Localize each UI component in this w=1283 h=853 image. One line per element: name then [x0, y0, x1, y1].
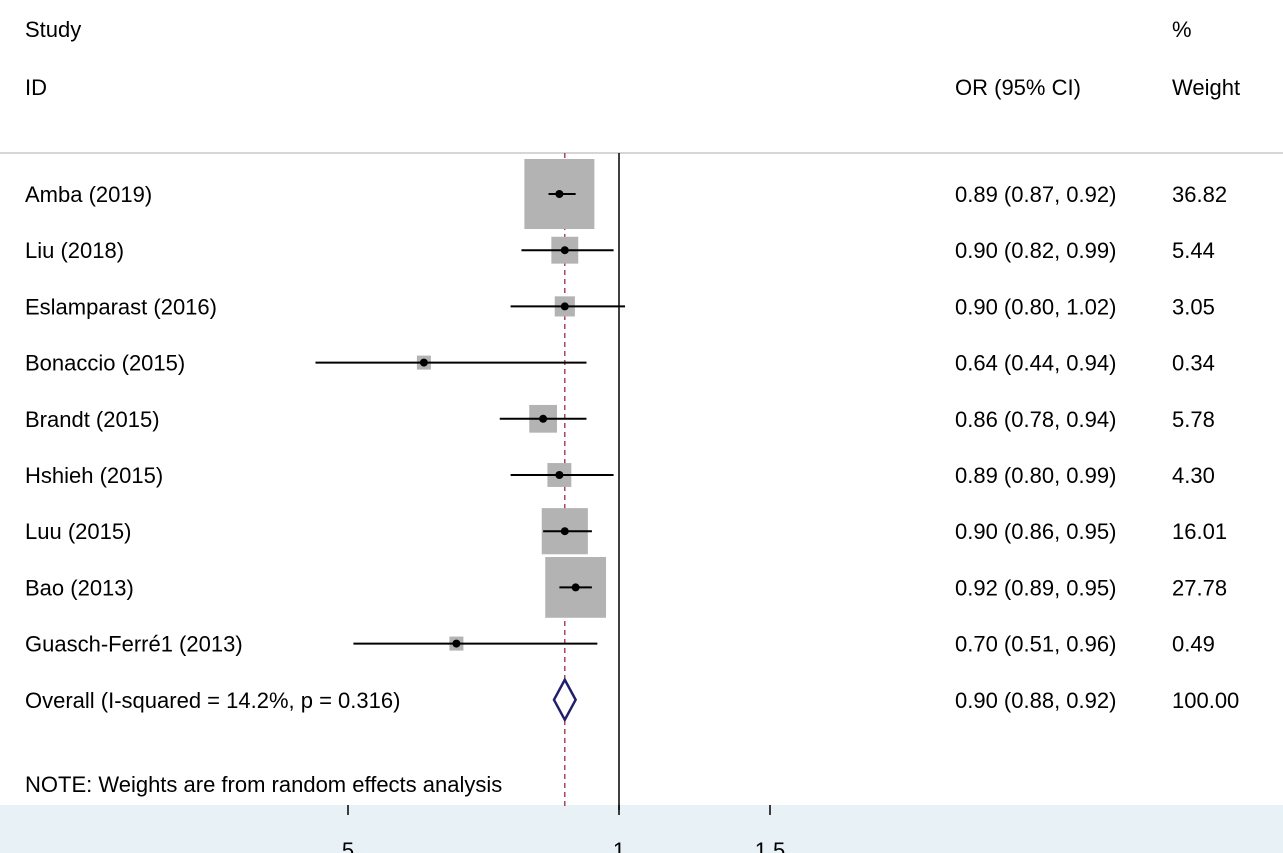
x-tick-label: 5	[342, 838, 354, 853]
study-weight-text: 5.78	[1172, 407, 1215, 432]
study-weight-text: 4.30	[1172, 463, 1215, 488]
study-label: Luu (2015)	[25, 519, 131, 544]
header-percent: %	[1172, 17, 1192, 42]
study-weight-text: 16.01	[1172, 519, 1227, 544]
overall-ci-text: 0.90 (0.88, 0.92)	[955, 688, 1116, 713]
study-ci-text: 0.90 (0.82, 0.99)	[955, 238, 1116, 263]
point-estimate	[539, 414, 548, 423]
study-ci-text: 0.86 (0.78, 0.94)	[955, 407, 1116, 432]
overall-label: Overall (I-squared = 14.2%, p = 0.316)	[25, 688, 400, 713]
study-label: Bonaccio (2015)	[25, 351, 185, 376]
point-estimate	[452, 639, 461, 648]
point-estimate	[419, 358, 428, 367]
point-estimate	[555, 471, 564, 479]
study-label: Bao (2013)	[25, 575, 134, 600]
weights-note: NOTE: Weights are from random effects an…	[25, 772, 502, 797]
study-label: Guasch-Ferré1 (2013)	[25, 632, 243, 657]
study-ci-text: 0.64 (0.44, 0.94)	[955, 351, 1116, 376]
study-label: Eslamparast (2016)	[25, 294, 217, 319]
study-weight-text: 3.05	[1172, 294, 1215, 319]
study-ci-text: 0.90 (0.86, 0.95)	[955, 519, 1116, 544]
point-estimate	[571, 583, 580, 592]
axis-band	[0, 805, 1283, 853]
study-weight-text: 0.49	[1172, 632, 1215, 657]
study-ci-text: 0.90 (0.80, 1.02)	[955, 294, 1116, 319]
study-label: Liu (2018)	[25, 238, 124, 263]
x-tick-label: 1.5	[755, 838, 786, 853]
point-estimate	[555, 190, 564, 198]
study-label: Hshieh (2015)	[25, 463, 163, 488]
header-weight: Weight	[1172, 75, 1240, 100]
study-label: Amba (2019)	[25, 182, 152, 207]
point-estimate	[560, 246, 569, 255]
header-id: ID	[25, 75, 47, 100]
overall-diamond	[552, 677, 578, 723]
study-ci-text: 0.89 (0.80, 0.99)	[955, 463, 1116, 488]
study-label: Brandt (2015)	[25, 407, 160, 432]
plot-area: Amba (2019) 0.89 (0.87, 0.92) 36.82 Liu (20…	[25, 153, 1239, 810]
x-tick-label: 1	[613, 838, 625, 853]
study-weight-text: 36.82	[1172, 182, 1227, 207]
header-effect: OR (95% CI)	[955, 75, 1081, 100]
point-estimate	[560, 302, 569, 311]
overall-weight-text: 100.00	[1172, 688, 1239, 713]
point-estimate	[560, 527, 569, 536]
study-weight-text: 27.78	[1172, 575, 1227, 600]
study-ci-text: 0.70 (0.51, 0.96)	[955, 632, 1116, 657]
header-study: Study	[25, 17, 81, 42]
study-ci-text: 0.92 (0.89, 0.95)	[955, 575, 1116, 600]
study-weight-text: 0.34	[1172, 351, 1215, 376]
study-ci-text: 0.89 (0.87, 0.92)	[955, 182, 1116, 207]
study-weight-text: 5.44	[1172, 238, 1215, 263]
